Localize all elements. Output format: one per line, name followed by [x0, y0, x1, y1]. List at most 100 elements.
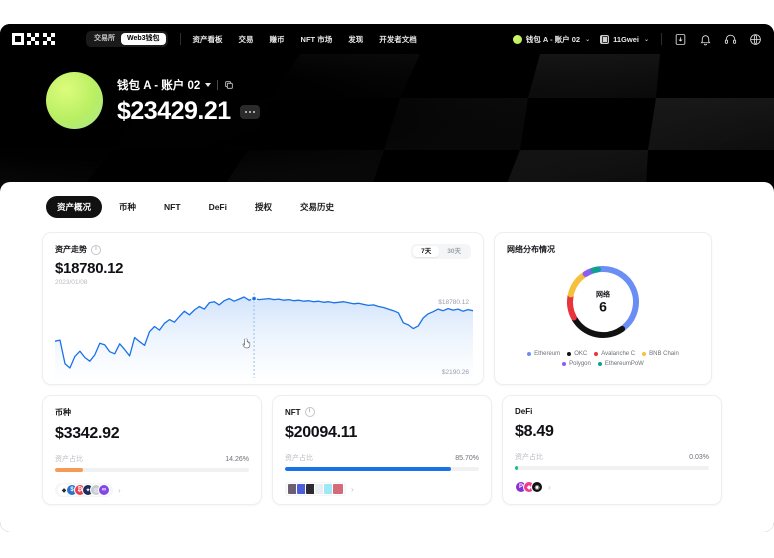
legend-label: EthereumPoW: [604, 361, 644, 367]
legend-ethereumpow[interactable]: EthereumPoW: [597, 361, 644, 367]
range-30d[interactable]: 30天: [447, 248, 461, 255]
gas-label: 11Gwei: [613, 34, 639, 44]
trend-header-left: 资产走势 i $18780.12 2023/01/08: [55, 244, 124, 286]
more-dots-icon[interactable]: [239, 104, 260, 119]
defi-token-pill: P ◆ ◉: [515, 481, 543, 493]
info-icon[interactable]: i: [304, 407, 315, 417]
metric-ratio-row: 资产占比 85.70%: [285, 453, 479, 463]
asset-trend-card: 资产走势 i $18780.12 2023/01/08 7天 30天: [42, 232, 484, 385]
legend-label: Ethereum: [534, 351, 561, 357]
range-switcher[interactable]: 7天 30天: [411, 244, 471, 259]
nav-icon-group: [674, 33, 762, 46]
chevron-down-icon[interactable]: [205, 83, 212, 87]
trend-date: 2023/01/08: [55, 279, 88, 286]
metric-card-tokens[interactable]: 币种 $3342.92 资产占比 14.26% ◆ $ ₿ ✦ ◎ ∞: [42, 395, 262, 505]
gas-selector[interactable]: 11Gwei ⌄: [600, 34, 649, 44]
metric-card-row: 币种 $3342.92 资产占比 14.26% ◆ $ ₿ ✦ ◎ ∞: [0, 385, 774, 505]
nav-link-nft-market[interactable]: NFT 市场: [300, 34, 333, 44]
tab-nft[interactable]: NFT: [164, 202, 181, 212]
metric-progress-bar: [285, 467, 479, 471]
nav-link-trade[interactable]: 交易: [238, 34, 254, 44]
legend-bnb[interactable]: BNB Chain: [642, 351, 679, 357]
legend-label: Polygon: [569, 361, 591, 367]
metric-progress-bar: [55, 468, 249, 472]
trend-title-row: 资产走势 i: [55, 244, 123, 255]
trend-value: $18780.12: [55, 260, 124, 277]
defi-token-stack[interactable]: P ◆ ◉ ›: [515, 481, 709, 493]
trend-chart[interactable]: $18780.12 $2190.26: [55, 293, 473, 378]
defi-token-black-icon: ◉: [531, 481, 543, 493]
purple-token-icon: ∞: [98, 484, 110, 496]
download-icon[interactable]: [674, 33, 687, 46]
trend-line-svg: [55, 293, 473, 378]
nft-thumb-stack[interactable]: ›: [285, 482, 479, 496]
donut-chart: 网络 6: [507, 259, 699, 345]
nav-link-developer-docs[interactable]: 开发者文档: [379, 34, 417, 44]
account-selector[interactable]: 钱包 A - 账户 02 ⌄: [512, 34, 590, 45]
metric-card-defi[interactable]: DeFi $8.49 资产占比 0.03% P ◆ ◉ ›: [502, 395, 722, 505]
bell-icon[interactable]: [699, 33, 712, 46]
metric-percent: 0.03%: [689, 453, 709, 461]
content-sheet: 资产概况 币种 NFT DeFi 授权 交易历史 资产走势 i $18780.1…: [0, 182, 774, 532]
legend-ethereum[interactable]: Ethereum: [527, 351, 560, 357]
metric-title: DeFi: [515, 407, 533, 416]
nav-link-discover[interactable]: 发现: [348, 34, 364, 44]
tab-approvals[interactable]: 授权: [254, 202, 272, 212]
chevron-right-icon[interactable]: ›: [548, 482, 551, 492]
metric-title: 币种: [55, 408, 71, 417]
avatar: [46, 72, 103, 129]
switcher-web3-wallet[interactable]: Web3钱包: [121, 33, 166, 45]
trend-header: 资产走势 i $18780.12 2023/01/08 7天 30天: [55, 244, 471, 286]
wallet-selector[interactable]: 钱包 A - 账户 02: [117, 77, 260, 93]
metric-percent: 85.70%: [455, 454, 479, 462]
top-nav: 交易所 Web3钱包 资产看板 交易 赚币 NFT 市场 发现 开发者文档 钱包…: [0, 24, 774, 54]
switcher-exchange[interactable]: 交易所: [94, 35, 115, 42]
legend-polygon[interactable]: Polygon: [562, 361, 591, 367]
tab-defi[interactable]: DeFi: [208, 202, 227, 212]
chevron-right-icon[interactable]: ›: [118, 485, 121, 495]
balance-row: $23429.21: [117, 97, 260, 126]
donut-segment-ethereumpow[interactable]: [590, 266, 602, 274]
donut-segment-avalanche-c[interactable]: [567, 293, 577, 321]
donut-segment-ethereum[interactable]: [596, 266, 639, 331]
nav-link-assets[interactable]: 资产看板: [192, 34, 223, 44]
donut-center: 网络 6: [596, 290, 610, 315]
legend-okc[interactable]: OKC: [567, 351, 587, 357]
donut-segment-bnb-chain[interactable]: [567, 271, 588, 298]
okx-logo[interactable]: [12, 32, 68, 46]
network-distribution-card: 网络分布情况 网络 6 Ethereum OKC Avalanche C BNB…: [494, 232, 712, 385]
metric-value: $3342.92: [55, 425, 120, 442]
globe-icon[interactable]: [749, 33, 762, 46]
donut-center-value: 6: [599, 298, 607, 315]
legend-label: OKC: [574, 351, 588, 357]
tab-history[interactable]: 交易历史: [300, 202, 335, 212]
donut-center-label: 网络: [596, 291, 610, 299]
range-7d[interactable]: 7天: [413, 246, 440, 257]
okx-web3-wallet-app: 交易所 Web3钱包 资产看板 交易 赚币 NFT 市场 发现 开发者文档 钱包…: [0, 24, 774, 532]
divider: [217, 80, 219, 90]
token-stack[interactable]: ◆ $ ₿ ✦ ◎ ∞ ›: [55, 483, 249, 497]
tab-overview[interactable]: 资产概况: [46, 196, 103, 218]
metric-ratio-row: 资产占比 0.03%: [515, 452, 709, 462]
info-icon[interactable]: i: [91, 244, 101, 255]
donut-segment-okc[interactable]: [571, 316, 626, 338]
wallet-name: 钱包 A - 账户 02: [117, 80, 201, 92]
metric-card-nft[interactable]: NFT i $20094.11 资产占比 85.70%: [272, 395, 492, 505]
top-card-row: 资产走势 i $18780.12 2023/01/08 7天 30天: [0, 218, 774, 385]
metric-value: $20094.11: [285, 424, 358, 441]
product-switcher[interactable]: 交易所 Web3钱包: [86, 31, 168, 47]
nft-thumb-pill: [285, 482, 346, 496]
metric-title-row: NFT i: [285, 407, 479, 417]
legend-avalanche[interactable]: Avalanche C: [594, 351, 635, 357]
nav-link-earn[interactable]: 赚币: [269, 34, 285, 44]
trend-low-label: $2190.26: [441, 369, 469, 376]
hero-banner: 钱包 A - 账户 02 $23429.21: [0, 54, 774, 186]
copy-icon[interactable]: [224, 80, 234, 90]
token-pill: ◆ $ ₿ ✦ ◎ ∞: [55, 483, 113, 497]
hero-meta: 钱包 A - 账户 02 $23429.21: [117, 75, 260, 126]
tab-tokens[interactable]: 币种: [119, 202, 137, 212]
nav-divider: [179, 33, 181, 45]
headset-icon[interactable]: [724, 33, 737, 46]
chevron-right-icon[interactable]: ›: [351, 484, 354, 494]
total-balance: $23429.21: [117, 97, 231, 125]
